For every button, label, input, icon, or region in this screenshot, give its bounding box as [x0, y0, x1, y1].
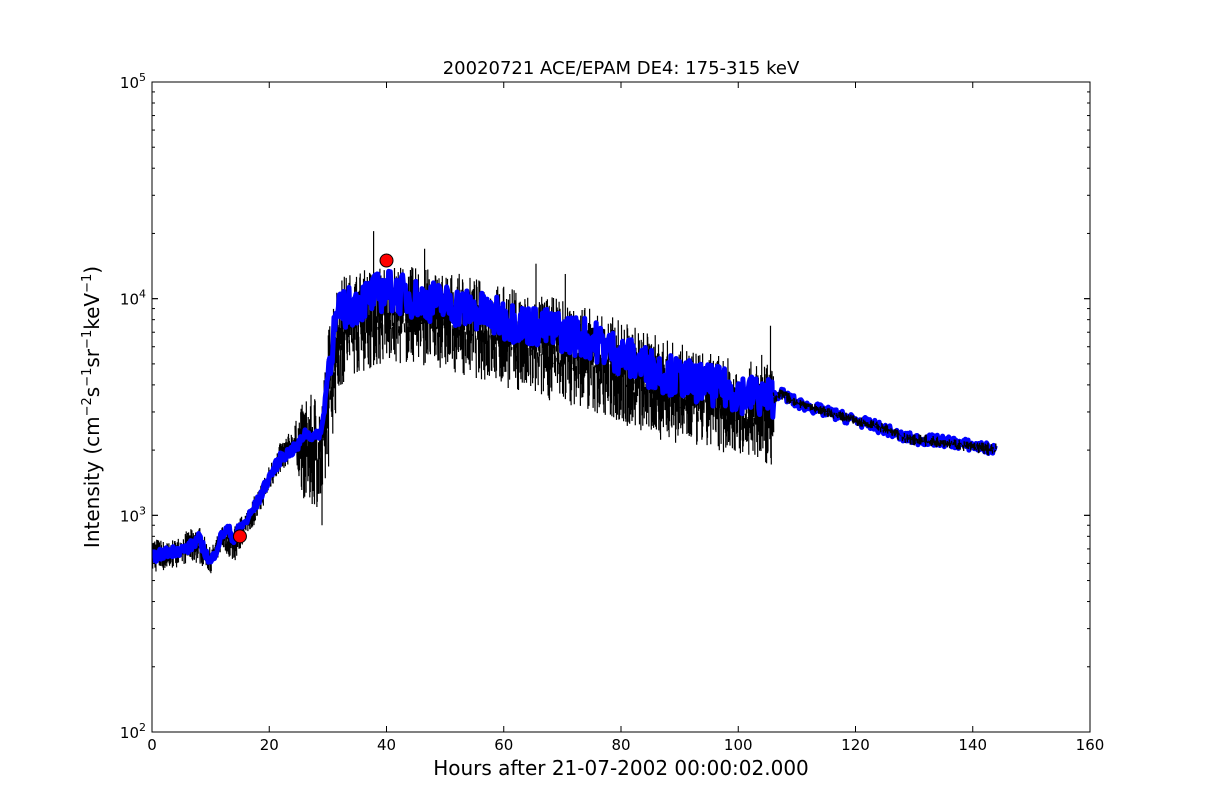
x-axis-label: Hours after 21-07-2002 00:00:02.000: [433, 756, 809, 780]
y-tick-label: 105: [120, 71, 146, 92]
x-tick-label: 140: [958, 736, 987, 754]
y-tick-label: 103: [120, 504, 146, 525]
chart-title: 20020721 ACE/EPAM DE4: 175-315 keV: [443, 58, 800, 79]
x-tick-label: 40: [377, 736, 396, 754]
y-tick-label: 104: [120, 288, 146, 309]
x-tick-label: 80: [611, 736, 630, 754]
x-tick-labels: 0 20 40 60 80 100 120 140 160: [147, 736, 1104, 754]
y-tick-labels: 102 103 104 105: [120, 71, 146, 742]
x-tick-label: 120: [841, 736, 870, 754]
x-tick-label: 100: [724, 736, 753, 754]
x-tick-label: 60: [494, 736, 513, 754]
y-axis-label: Intensity (cm−2s−1sr−1keV−1): [80, 266, 104, 548]
y-tick-label: 102: [120, 721, 146, 742]
marker-point-1: [379, 253, 394, 268]
plot-data-area: [152, 231, 998, 574]
x-tick-label: 20: [260, 736, 279, 754]
x-tick-label: 0: [147, 736, 157, 754]
x-tick-label: 160: [1076, 736, 1105, 754]
axis-ticks: [151, 81, 1091, 733]
marker-point-0: [232, 529, 247, 544]
series-2-envelope: [772, 389, 997, 456]
